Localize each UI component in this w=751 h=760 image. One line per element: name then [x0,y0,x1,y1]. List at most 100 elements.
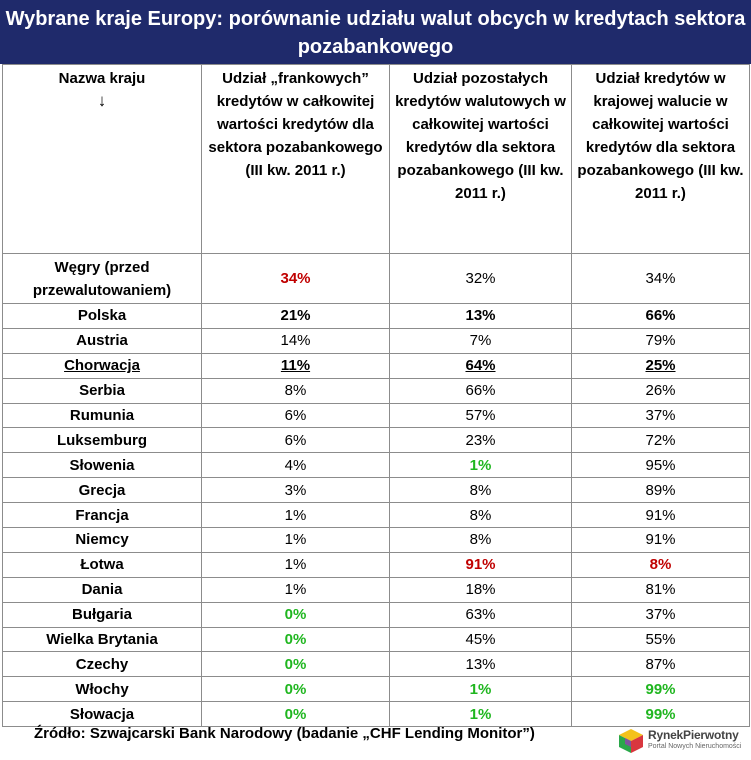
cell-country: Słowacja [2,701,202,728]
cell-local: 8% [571,551,750,578]
cell-local: 37% [571,402,750,429]
cell-chf: 0% [201,601,390,628]
logo-tagline: Portal Nowych Nieruchomości [648,743,742,750]
table-row: Wielka Brytania 0% 45% 55% [2,626,750,653]
cell-local: 37% [571,601,750,628]
cell-other-fx: 1% [389,452,572,479]
cell-other-fx: 66% [389,377,572,404]
header-country-label: Nazwa kraju [58,70,146,87]
cell-other-fx: 32% [389,253,572,304]
cell-local: 79% [571,327,750,354]
cell-other-fx: 8% [389,527,572,553]
cell-other-fx: 18% [389,576,572,603]
table-header-row: Nazwa kraju ↓ Udział „frankowych” kredyt… [2,64,750,254]
cell-chf: 1% [201,576,390,603]
logo-brand-text: RynekPierwotny [648,728,739,742]
table-row: Łotwa 1% 91% 8% [2,551,750,578]
cell-country: Bułgaria [2,601,202,628]
brand-logo: RynekPierwotny Portal Nowych Nieruchomoś… [618,726,748,758]
table-row: Rumunia 6% 57% 37% [2,402,750,429]
cell-country: Łotwa [2,551,202,578]
cell-chf: 0% [201,676,390,703]
table-row: Grecja 3% 8% 89% [2,477,750,504]
cell-chf: 21% [201,303,390,329]
cell-chf: 14% [201,327,390,354]
cube-logo-icon [619,729,643,753]
cell-country: Francja [2,502,202,529]
cell-chf: 0% [201,626,390,653]
table-row: Czechy 0% 13% 87% [2,651,750,678]
cell-local: 91% [571,502,750,529]
cell-local: 72% [571,427,750,454]
cell-chf: 1% [201,502,390,529]
cell-other-fx: 8% [389,477,572,504]
cell-other-fx: 91% [389,551,572,578]
comparison-table: Nazwa kraju ↓ Udział „frankowych” kredyt… [2,64,750,728]
cell-other-fx: 13% [389,651,572,678]
cell-chf: 6% [201,402,390,429]
table-row: Chorwacja 11% 64% 25% [2,352,750,379]
table-body: Węgry (przed przewalutowaniem) 34% 32% 34% P… [2,253,750,728]
cell-local: 89% [571,477,750,504]
cell-local: 66% [571,303,750,329]
cell-country: Chorwacja [2,352,202,379]
header-local: Udział kredytów w krajowej walucie w cał… [571,64,750,254]
cell-country: Węgry (przed przewalutowaniem) [2,253,202,304]
header-other-fx: Udział pozostałych kredytów walutowych w… [389,64,572,254]
arrow-down-icon: ↓ [97,91,107,110]
cell-other-fx: 1% [389,701,572,728]
cell-other-fx: 23% [389,427,572,454]
cell-country: Serbia [2,377,202,404]
cell-other-fx: 8% [389,502,572,529]
cell-country: Polska [2,303,202,329]
table-row: Węgry (przed przewalutowaniem) 34% 32% 34% [2,253,750,304]
cell-country: Wielka Brytania [2,626,202,653]
table-row: Bułgaria 0% 63% 37% [2,601,750,628]
cell-other-fx: 1% [389,676,572,703]
source-note: Źródło: Szwajcarski Bank Narodowy (badan… [34,725,535,742]
cell-local: 99% [571,676,750,703]
cell-local: 55% [571,626,750,653]
header-country: Nazwa kraju ↓ [2,64,202,254]
cell-country: Słowenia [2,452,202,479]
cell-country: Austria [2,327,202,354]
cell-country: Luksemburg [2,427,202,454]
table-row: Polska 21% 13% 66% [2,303,750,329]
cell-country: Czechy [2,651,202,678]
cell-local: 81% [571,576,750,603]
cell-other-fx: 13% [389,303,572,329]
cell-chf: 6% [201,427,390,454]
header-chf: Udział „frankowych” kredytów w całkowite… [201,64,390,254]
cell-local: 95% [571,452,750,479]
cell-chf: 1% [201,527,390,553]
cell-chf: 3% [201,477,390,504]
table-row: Francja 1% 8% 91% [2,502,750,529]
table-row: Włochy 0% 1% 99% [2,676,750,703]
cell-other-fx: 63% [389,601,572,628]
cell-country: Włochy [2,676,202,703]
cell-country: Rumunia [2,402,202,429]
cell-chf: 0% [201,651,390,678]
table-row: Słowenia 4% 1% 95% [2,452,750,479]
cell-local: 87% [571,651,750,678]
cell-chf: 0% [201,701,390,728]
table-row: Austria 14% 7% 79% [2,327,750,354]
cell-chf: 11% [201,352,390,379]
table-row: Serbia 8% 66% 26% [2,377,750,404]
cell-country: Niemcy [2,527,202,553]
cell-chf: 4% [201,452,390,479]
cell-other-fx: 57% [389,402,572,429]
cell-chf: 34% [201,253,390,304]
cell-local: 99% [571,701,750,728]
cell-local: 25% [571,352,750,379]
cell-country: Dania [2,576,202,603]
cell-local: 26% [571,377,750,404]
table-row: Słowacja 0% 1% 99% [2,701,750,728]
cell-local: 91% [571,527,750,553]
cell-chf: 8% [201,377,390,404]
table-row: Luksemburg 6% 23% 72% [2,427,750,454]
table-row: Niemcy 1% 8% 91% [2,527,750,553]
page-title: Wybrane kraje Europy: porównanie udziału… [0,0,751,64]
cell-other-fx: 7% [389,327,572,354]
cell-local: 34% [571,253,750,304]
